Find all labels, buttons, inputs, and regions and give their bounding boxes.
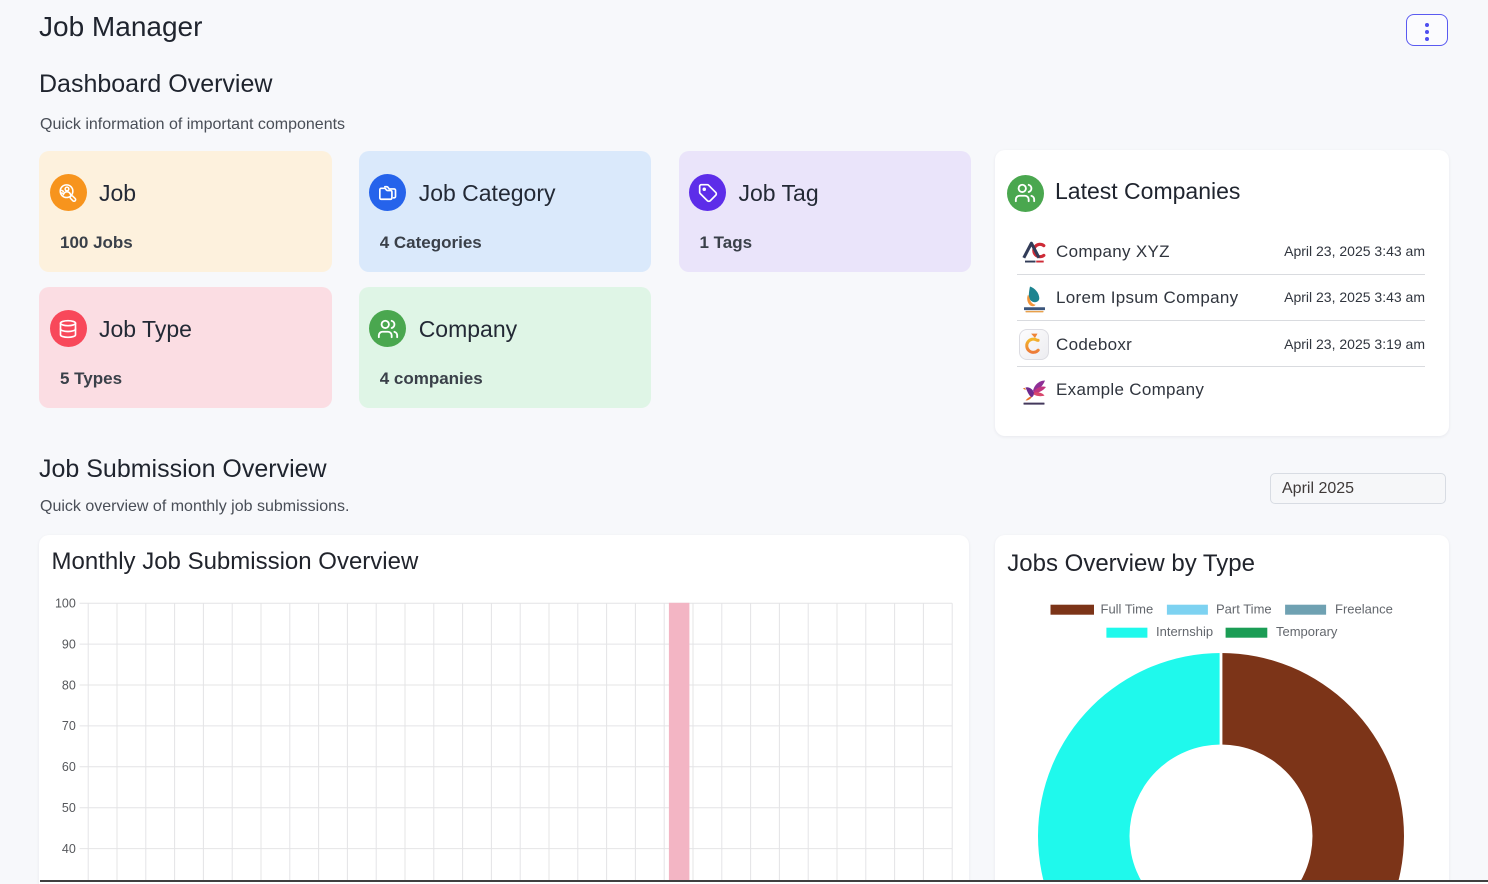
svg-text:Temporary: Temporary	[1276, 624, 1338, 639]
svg-text:Internship: Internship	[1156, 624, 1213, 639]
svg-text:Full Time: Full Time	[1101, 602, 1154, 617]
svg-text:90: 90	[62, 637, 76, 651]
svg-text:60: 60	[62, 760, 76, 774]
svg-text:100: 100	[55, 597, 76, 611]
svg-text:80: 80	[62, 678, 76, 692]
svg-text:Part Time: Part Time	[1216, 602, 1272, 617]
svg-text:40: 40	[62, 842, 76, 856]
svg-text:70: 70	[62, 719, 76, 733]
svg-text:50: 50	[62, 801, 76, 815]
svg-text:Freelance: Freelance	[1335, 602, 1393, 617]
